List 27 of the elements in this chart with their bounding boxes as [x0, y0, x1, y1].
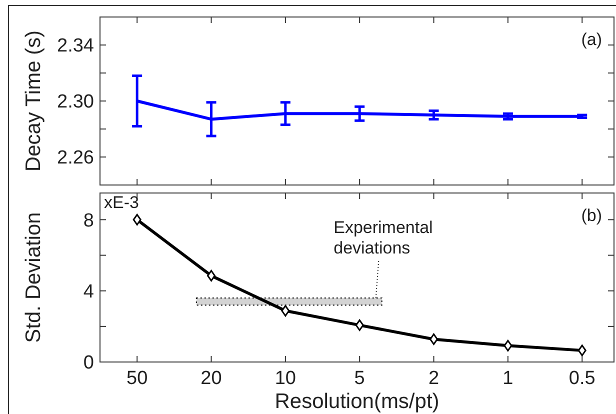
- annotation: xE-3: [104, 193, 139, 212]
- annotation: (b): [581, 206, 602, 225]
- point: [430, 333, 438, 345]
- point: [207, 270, 216, 282]
- y-tick-label: 2.30: [57, 92, 94, 113]
- x-tick-label: 5: [354, 368, 365, 389]
- y-axis-title: Std. Deviation: [22, 212, 45, 343]
- x-tick-label: 2: [428, 368, 440, 389]
- y-tick-label: 2.34: [57, 36, 94, 57]
- x-tick-label: 50: [126, 368, 148, 389]
- x-tick-label: 1: [502, 368, 514, 389]
- x-axis-title: Resolution(ms/pt): [274, 390, 440, 413]
- y-tick-label: 8: [83, 210, 94, 232]
- point: [132, 214, 142, 226]
- y-tick-label: 2.26: [57, 148, 94, 169]
- y-tick-label: 4: [83, 281, 94, 302]
- point: [578, 344, 586, 356]
- x-tick-label: 0.5: [568, 368, 596, 389]
- point: [355, 319, 364, 331]
- point: [281, 305, 290, 317]
- x-tick-label: 10: [274, 368, 296, 389]
- x-tick-label: 20: [200, 368, 222, 389]
- point: [504, 340, 512, 352]
- annotation: (a): [581, 30, 602, 49]
- y-axis-title: Decay Time (s): [22, 30, 45, 172]
- band-label: Experimental deviations: [334, 218, 433, 258]
- y-tick-label: 0: [83, 352, 94, 374]
